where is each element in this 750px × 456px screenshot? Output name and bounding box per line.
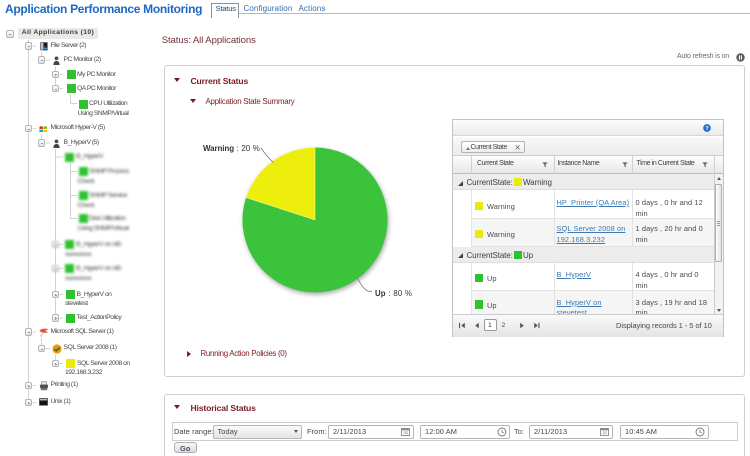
svg-text:?: ? bbox=[705, 126, 709, 132]
